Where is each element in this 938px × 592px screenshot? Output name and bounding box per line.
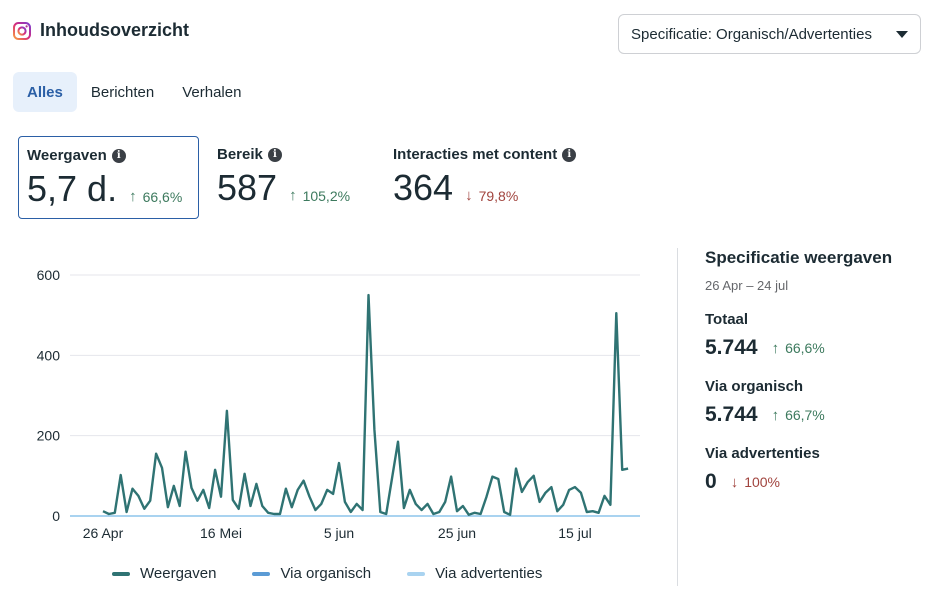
y-tick-label: 400: [37, 347, 61, 363]
y-tick-label: 200: [37, 428, 61, 444]
legend-item-weergaven[interactable]: Weergaven: [112, 565, 216, 582]
breakdown-panel: Specificatie weergaven 26 Apr – 24 jul T…: [705, 248, 930, 494]
arrow-up-icon: ↑: [129, 188, 137, 205]
breakdown-dropdown-label: Specificatie: Organisch/Advertenties: [631, 25, 872, 43]
metric-card-weergaven[interactable]: Weergaven i 5,7 d. ↑ 66,6%: [18, 136, 199, 219]
breakdown-ads: Via advertenties 0 ↓ 100%: [705, 445, 930, 494]
breakdown-label: Via organisch: [705, 378, 804, 395]
page-header: Inhoudsoverzicht: [12, 20, 189, 41]
breakdown-total: Totaal 5.744 ↑ 66,6%: [705, 311, 930, 360]
breakdown-delta: ↓ 100%: [731, 474, 780, 491]
legend-label: Via advertenties: [435, 565, 543, 582]
caret-down-icon: [896, 30, 908, 38]
tab-verhalen[interactable]: Verhalen: [182, 83, 242, 101]
arrow-up-icon: ↑: [289, 187, 297, 204]
legend-label: Via organisch: [280, 565, 372, 582]
metric-value: 364: [393, 167, 454, 208]
panel-divider: [677, 248, 678, 586]
metric-value: 5,7 d.: [27, 168, 118, 209]
metric-card-interacties[interactable]: Interacties met content i 364 ↓ 79,8%: [385, 136, 600, 219]
breakdown-label: Via advertenties: [705, 445, 820, 462]
breakdown-dropdown[interactable]: Specificatie: Organisch/Advertenties: [618, 14, 921, 54]
metric-label: Bereik: [217, 146, 263, 163]
breakdown-label: Totaal: [705, 311, 749, 328]
breakdown-title: Specificatie weergaven: [705, 248, 893, 267]
breakdown-value: 5.744: [705, 403, 758, 426]
arrow-up-icon: ↑: [771, 339, 780, 357]
metric-delta-value: 79,8%: [478, 187, 519, 204]
breakdown-delta: ↑ 66,7%: [772, 407, 825, 424]
metric-label: Interacties met content: [393, 146, 558, 163]
metric-delta: ↑ 66,6%: [129, 188, 182, 205]
legend-swatch: [252, 571, 271, 576]
views-chart: 0 200 400 600 26 Apr 16 Mei 5 jun 25 jun 15 jul: [0, 250, 660, 590]
legend-label: Weergaven: [140, 565, 217, 582]
x-tick-label: 15 jul: [558, 525, 591, 541]
instagram-icon: [13, 21, 31, 40]
metric-label: Weergaven: [27, 147, 107, 164]
breakdown-organic: Via organisch 5.744 ↑ 66,7%: [705, 378, 930, 427]
breakdown-delta-value: 66,6%: [785, 340, 825, 356]
metric-delta-value: 105,2%: [302, 187, 351, 204]
legend-item-advertenties[interactable]: Via advertenties: [407, 565, 542, 582]
breakdown-value: 0: [705, 470, 717, 493]
metric-value: 587: [217, 167, 278, 208]
y-tick-label: 0: [52, 508, 60, 524]
breakdown-value: 5.744: [705, 336, 758, 359]
tab-alles[interactable]: Alles: [13, 72, 77, 112]
arrow-down-icon: ↓: [730, 473, 739, 491]
info-icon[interactable]: i: [267, 147, 282, 162]
metric-delta-value: 66,6%: [142, 188, 183, 205]
tab-berichten[interactable]: Berichten: [90, 83, 155, 101]
page-title: Inhoudsoverzicht: [40, 20, 190, 40]
legend-swatch: [112, 571, 130, 576]
metric-delta: ↓ 79,8%: [465, 187, 518, 204]
series-line-weergaven: [102, 293, 629, 516]
breakdown-delta-value: 100%: [744, 474, 780, 490]
info-icon[interactable]: i: [111, 148, 126, 163]
breakdown-delta: ↑ 66,6%: [772, 340, 825, 357]
x-tick-label: 16 Mei: [200, 525, 242, 541]
info-icon[interactable]: i: [562, 147, 577, 162]
metric-card-bereik[interactable]: Bereik i 587 ↑ 105,2%: [209, 136, 379, 219]
content-tabs: Alles Berichten Verhalen: [13, 72, 255, 112]
legend-item-organisch[interactable]: Via organisch: [252, 565, 371, 582]
metric-delta: ↑ 105,2%: [289, 187, 350, 204]
views-line-chart: 0 200 400 600 26 Apr 16 Mei 5 jun 25 jun 15 jul: [37, 267, 640, 541]
chart-legend: Weergaven Via organisch Via advertenties: [112, 565, 542, 582]
arrow-down-icon: ↓: [465, 187, 473, 204]
x-tick-label: 25 jun: [438, 525, 476, 541]
x-tick-label: 26 Apr: [83, 525, 124, 541]
arrow-up-icon: ↑: [771, 406, 780, 424]
breakdown-delta-value: 66,7%: [785, 407, 825, 423]
legend-swatch: [407, 571, 426, 576]
x-tick-label: 5 jun: [324, 525, 354, 541]
breakdown-date-range: 26 Apr – 24 jul: [705, 278, 789, 293]
y-tick-label: 600: [37, 267, 61, 283]
